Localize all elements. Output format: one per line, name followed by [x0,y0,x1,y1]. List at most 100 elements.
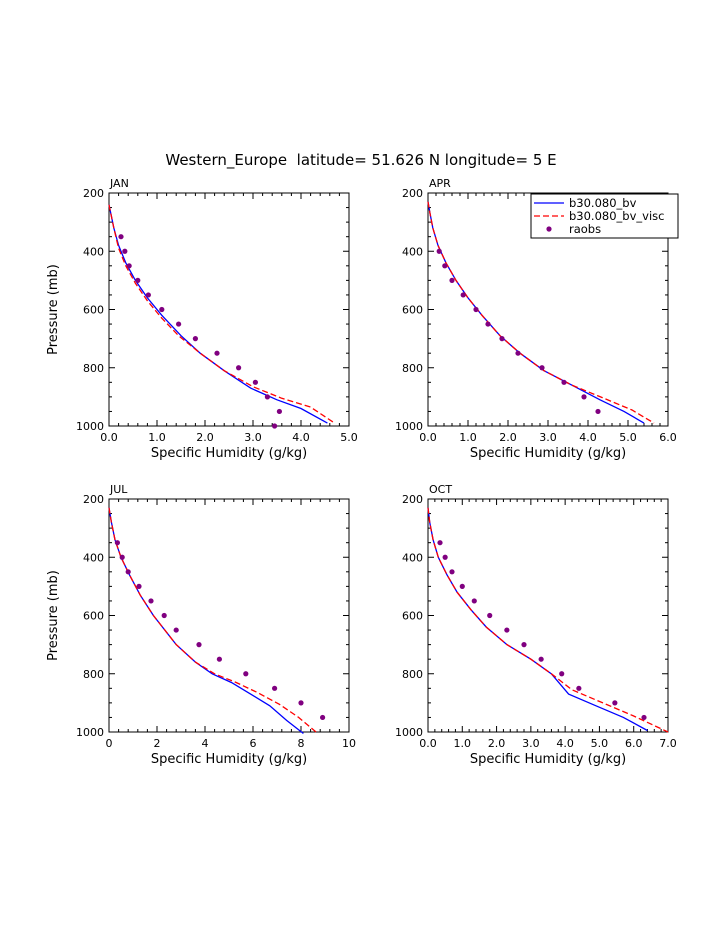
raobs-point [473,306,479,313]
y-axis-label: Pressure (mb) [46,264,61,355]
x-tick-label: 4 [202,737,209,750]
series-bv-line [108,507,304,735]
raobs-point [641,714,647,721]
raobs-point [576,685,582,691]
y-tick-label: 600 [402,610,423,623]
y-tick-label: 400 [83,551,104,564]
panel-jul: 0 2 4 6 8 10 200 400 600 800 1000 JUL Specific Humid… [46,483,356,767]
y-tick-label: 200 [83,493,104,506]
raobs-point [216,656,222,662]
x-tick-label: 3.0 [522,737,540,750]
raobs-point [504,627,510,633]
panel-apr: 0.0 1.0 2.0 3.0 4.0 5.0 6.0 200 400 600 800 1000 APR… [395,177,677,461]
raobs-point [521,642,527,648]
raobs-point [460,292,466,298]
x-tick-label: 4.0 [292,431,310,444]
raobs-point [515,350,521,356]
legend-entry-label: b30.080_bv [569,196,637,210]
series-bv-visc-line [427,507,669,733]
legend-raobs-dot [546,226,552,232]
x-tick-label: 2 [154,737,161,750]
x-tick-label: 3.0 [244,431,262,444]
x-tick-label: 4.0 [556,737,574,750]
raobs-point [449,569,455,575]
raobs-point [252,379,258,385]
y-tick-label: 1000 [76,420,104,433]
raobs-point [159,306,165,313]
raobs-point [559,671,565,677]
raobs-point [264,394,270,400]
x-axis-label: Specific Humidity (g/kg) [470,446,626,461]
x-tick-label: 4.0 [579,431,597,444]
series-bv-visc-line [108,204,335,424]
y-tick-label: 800 [83,668,104,681]
raobs-point [436,248,442,254]
raobs-point [487,612,493,619]
panel-label-apr: APR [429,177,451,190]
raobs-point [125,569,131,575]
y-tick-label: 800 [83,362,104,375]
raobs-point [126,263,132,269]
panel-jan: 0.0 1.0 2.0 3.0 4.0 5.0 200 400 600 800 1000 JAN Spe… [46,177,358,461]
y-tick-label: 1000 [395,726,423,739]
raobs-point [243,671,249,677]
raobs-point [272,423,278,429]
raobs-point [437,540,443,546]
x-axis-label: Specific Humidity (g/kg) [151,752,307,767]
x-tick-label: 1.0 [459,431,477,444]
x-tick-label: 1.0 [454,737,472,750]
raobs-point [119,554,125,560]
y-axis-label: Pressure (mb) [46,570,61,661]
raobs-point [499,336,505,342]
raobs-point [236,365,242,371]
y-tick-label: 800 [402,668,423,681]
raobs-point [135,277,141,283]
raobs-point [581,394,587,400]
raobs-point [449,277,455,283]
y-tick-label: 400 [83,245,104,258]
series-bv-visc-line [108,507,319,734]
raobs-point [148,598,154,604]
y-tick-label: 600 [83,610,104,623]
x-tick-label: 1.0 [148,431,166,444]
x-tick-label: 5.0 [340,431,358,444]
raobs-point [196,642,202,648]
y-tick-label: 200 [402,493,423,506]
series-bv-line [108,204,328,424]
x-tick-label: 6.0 [625,737,643,750]
y-tick-label: 600 [402,304,423,317]
raobs-point [145,292,151,298]
y-tick-label: 1000 [395,420,423,433]
legend-entry-label: raobs [569,222,601,236]
raobs-point [192,336,198,342]
raobs-point [298,700,304,706]
y-tick-label: 800 [402,362,423,375]
raobs-point [276,408,282,415]
raobs-point [612,700,618,706]
raobs-point [471,598,477,604]
legend-entry-label: b30.080_bv_visc [569,209,664,223]
x-tick-label: 0.0 [419,737,437,750]
raobs-point [442,554,448,560]
raobs-point [538,656,544,662]
x-tick-label: 6.0 [659,431,677,444]
y-tick-label: 200 [83,187,104,200]
x-tick-label: 2.0 [196,431,214,444]
x-tick-label: 5.0 [591,737,609,750]
raobs-point [485,321,491,327]
plot-frame [108,498,350,733]
y-tick-label: 400 [402,245,423,258]
raobs-point [118,234,124,240]
panel-label-oct: OCT [429,483,452,496]
x-axis-label: Specific Humidity (g/kg) [151,446,307,461]
panel-label-jul: JUL [109,483,128,496]
raobs-point [214,350,220,356]
raobs-point [459,583,465,589]
series-bv-visc-line [427,201,655,424]
x-tick-label: 2.0 [488,737,506,750]
x-tick-label: 3.0 [539,431,557,444]
raobs-point [176,321,182,327]
y-tick-label: 400 [402,551,423,564]
raobs-point [272,685,278,691]
raobs-point [122,248,128,254]
